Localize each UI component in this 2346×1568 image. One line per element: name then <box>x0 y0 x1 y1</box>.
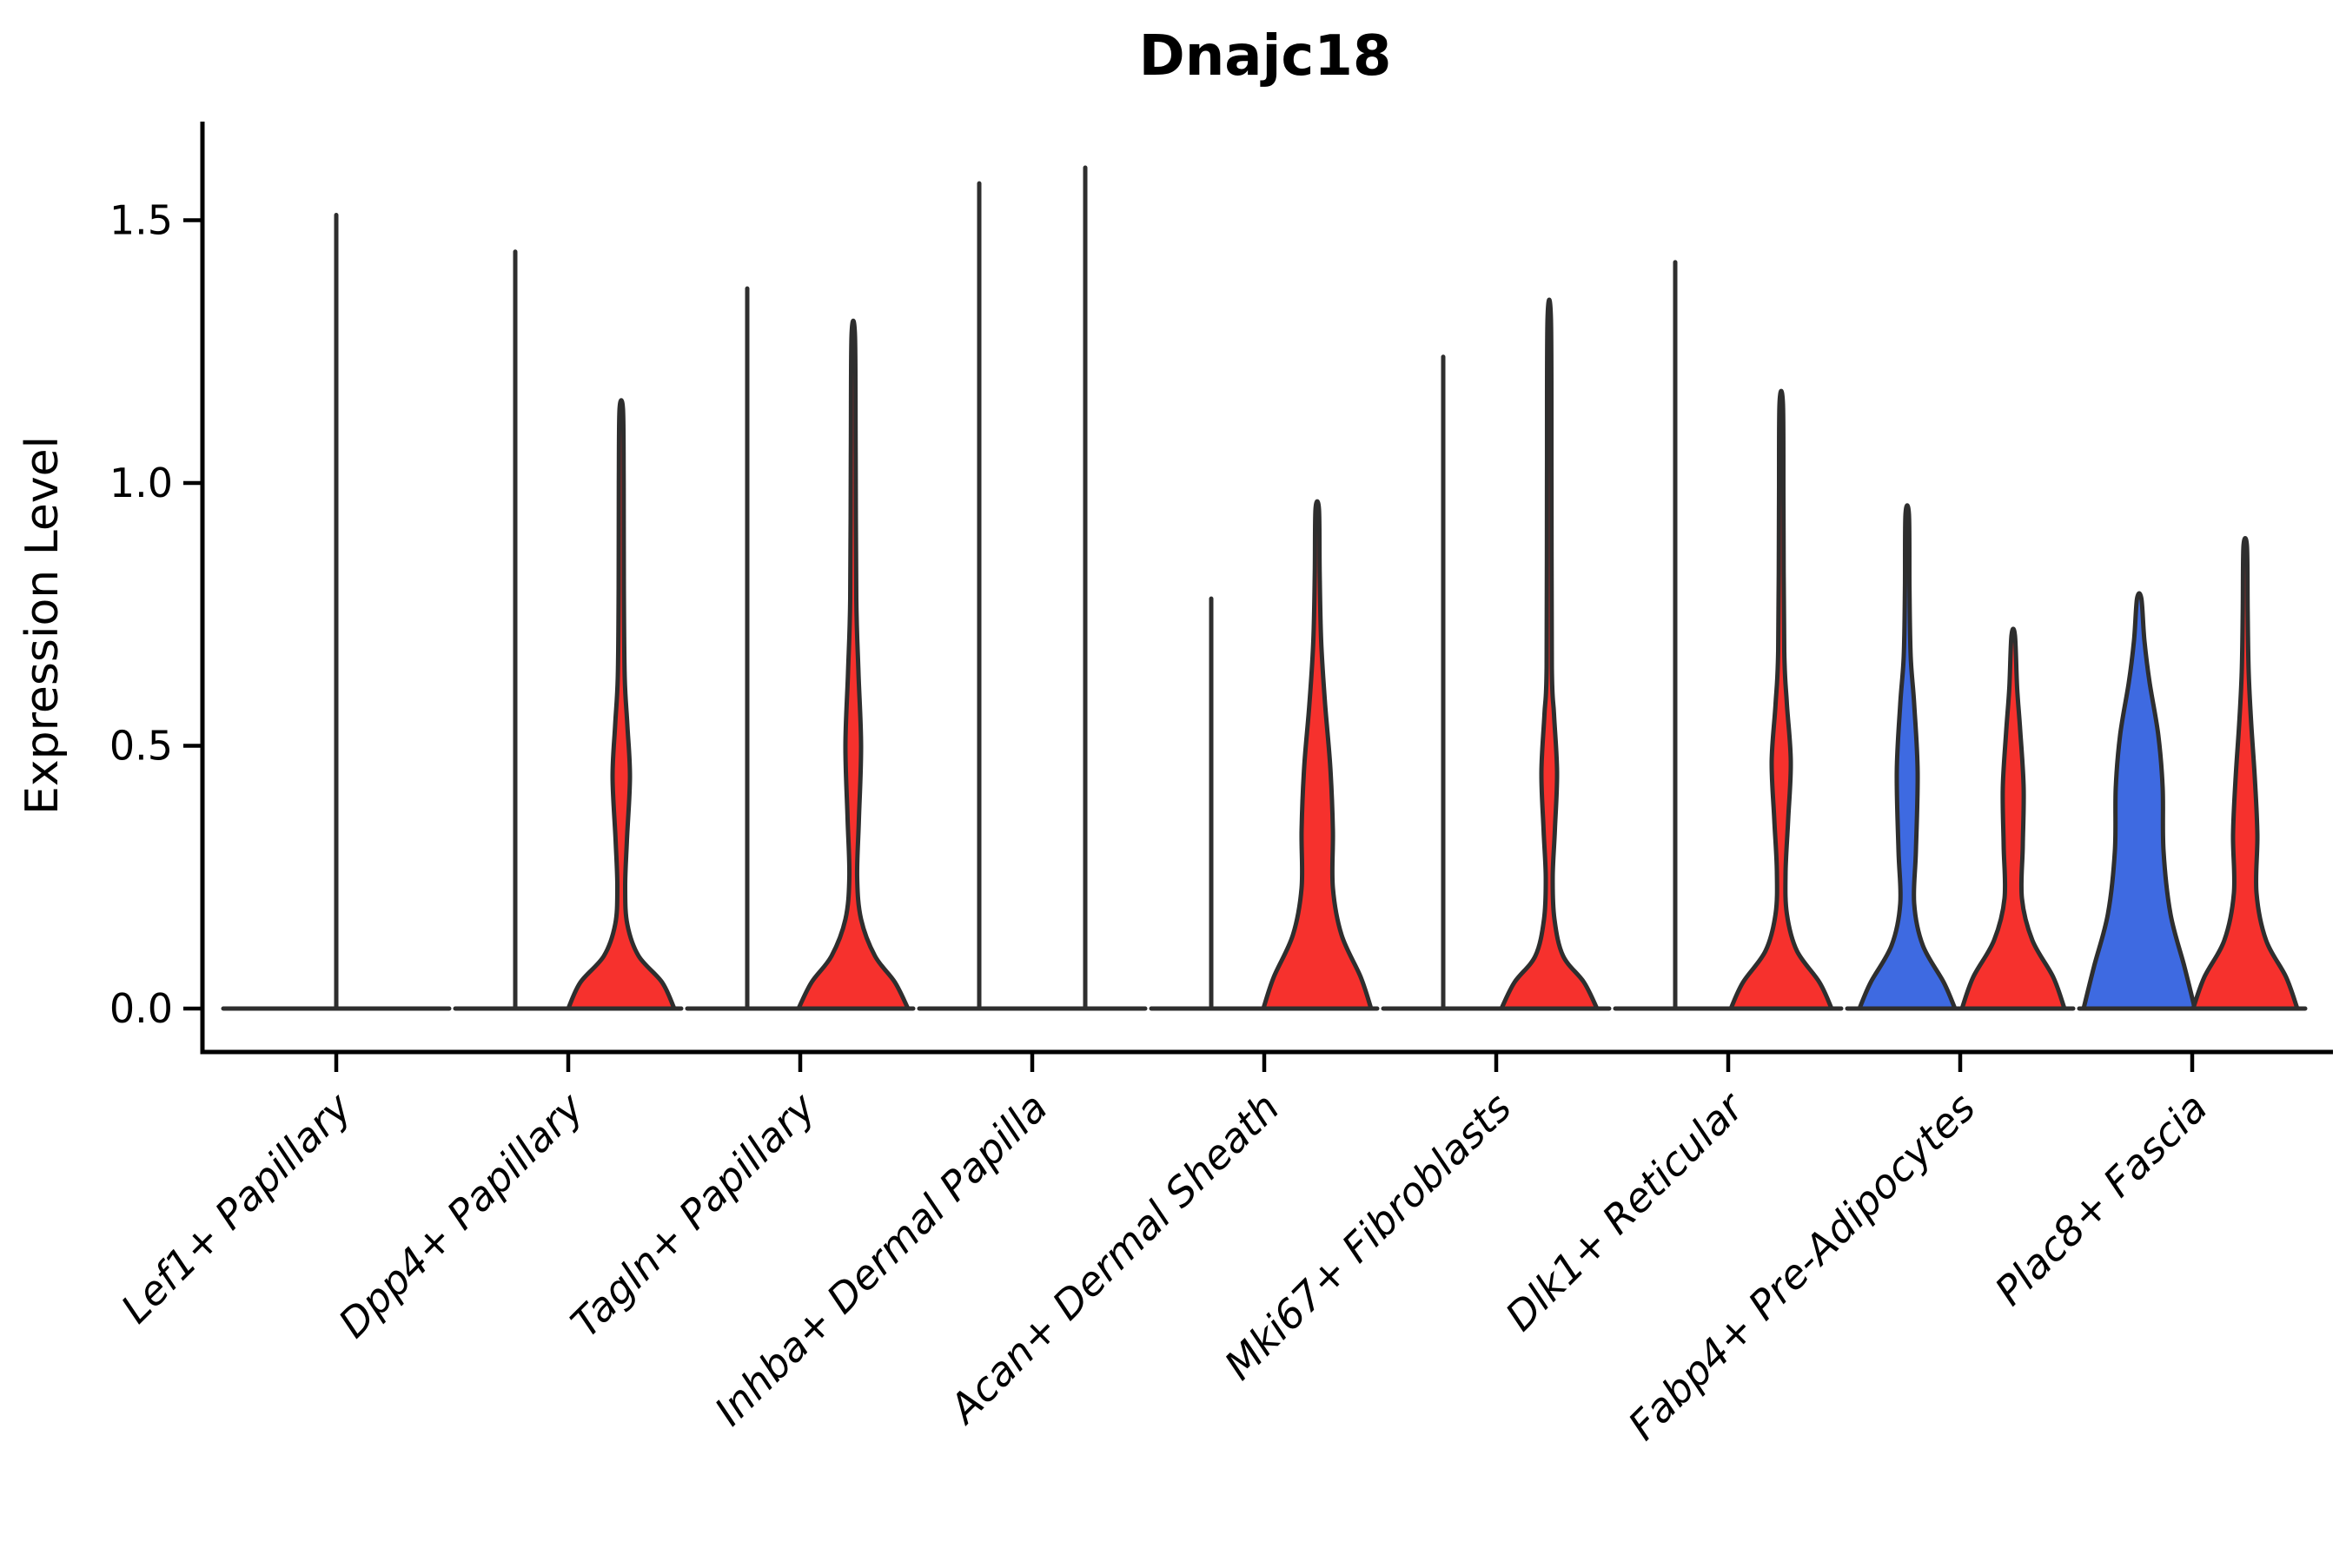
violin <box>796 318 911 1011</box>
violin <box>1499 297 1600 1011</box>
axes: 0.0 0.5 1.0 1.5 <box>109 122 2333 1072</box>
x-tick-label: Dlk1+ Reticular <box>1496 1082 1754 1340</box>
y-tick-label: 1.5 <box>109 197 173 244</box>
chart-title: Dnajc18 <box>1139 24 1392 89</box>
violin <box>1728 388 1834 1011</box>
violin <box>2190 536 2300 1011</box>
y-tick-label: 0.5 <box>109 723 173 770</box>
x-tick-label: Lef1+ Papillary <box>112 1083 361 1332</box>
violin <box>1261 499 1374 1011</box>
violin <box>1959 626 2067 1011</box>
y-tick-label: 0.0 <box>109 985 173 1032</box>
axis-spines <box>200 122 2333 1055</box>
violin <box>1857 503 1958 1011</box>
violin <box>2081 591 2197 1011</box>
violins-layer <box>334 165 2300 1011</box>
violin <box>566 398 677 1011</box>
x-tick-label: Dpp4+ Papillary <box>329 1083 593 1346</box>
x-tick-label: Tagln+ Papillary <box>561 1083 825 1346</box>
y-tick-label: 1.0 <box>109 460 173 506</box>
y-axis-label: Expression Level <box>17 436 69 815</box>
x-tick-label: Plac8+ Fascia <box>1985 1084 2216 1314</box>
